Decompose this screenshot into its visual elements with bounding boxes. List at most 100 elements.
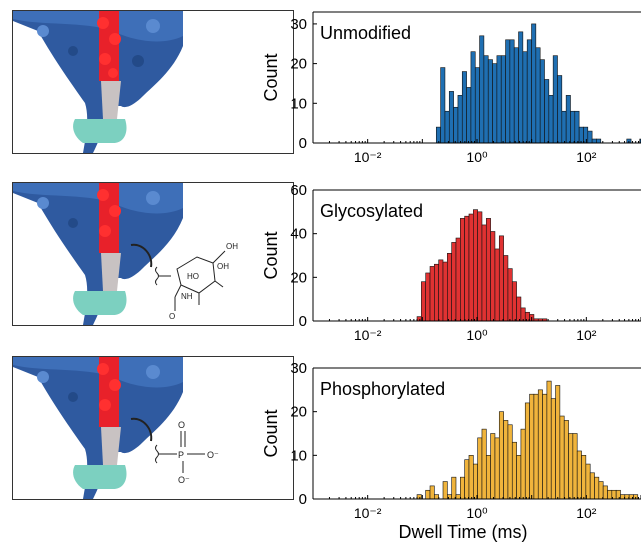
x-tick-label: 10⁻² [354, 327, 382, 343]
histogram-bar [429, 266, 435, 322]
x-tick-label: 10² [576, 149, 597, 165]
histogram-bar [513, 47, 519, 144]
histogram-bar [485, 218, 491, 322]
glycan-label-o: O [169, 312, 175, 321]
histogram-bar [479, 35, 485, 144]
histogram-bar [561, 110, 567, 144]
histogram-bar [490, 231, 496, 322]
histogram-bar [416, 494, 422, 500]
histogram-bar [429, 485, 435, 500]
histogram-bar [416, 316, 422, 322]
histogram-bar [490, 433, 496, 500]
histogram-bar [464, 459, 470, 500]
histogram-bar [524, 402, 530, 500]
y-tick-label: 0 [299, 491, 307, 508]
histogram-bar [576, 450, 582, 500]
phosphate-structure [155, 431, 205, 473]
histogram-bar [533, 393, 539, 500]
protein-surface-render: O P O⁻ O⁻ [13, 357, 293, 499]
y-tick-label: 0 [299, 135, 307, 152]
histogram-bar [434, 263, 439, 322]
histogram-bar [583, 126, 589, 144]
phosphate-label-o-minus: O⁻ [178, 475, 190, 485]
histogram-bar [483, 55, 489, 144]
histogram-bar [639, 138, 641, 144]
histogram-bar [451, 476, 457, 500]
histogram-bar [464, 215, 470, 322]
histogram-bar [438, 259, 444, 322]
histogram-bar [589, 472, 595, 500]
histogram-bar [594, 476, 600, 500]
histogram-bar [587, 130, 593, 144]
histogram-bar [473, 463, 478, 500]
histogram-bar [568, 433, 574, 500]
histogram-bar [498, 235, 504, 322]
x-tick-label: 10⁻² [354, 149, 382, 165]
glycan-label-oh: OH [217, 262, 229, 271]
x-tick-label: 10⁰ [466, 327, 488, 343]
protein-surface-render [13, 11, 293, 153]
histogram-bar [570, 110, 576, 144]
histogram-bar [468, 455, 474, 500]
histogram-bar [509, 39, 515, 144]
histogram-bar [529, 393, 535, 500]
histogram-bar [563, 420, 569, 500]
histogram-bar [559, 415, 565, 500]
histogram-bar [520, 428, 526, 500]
histogram-bar [557, 75, 563, 144]
x-tick-label: 10⁻² [354, 505, 382, 521]
histogram-bar [425, 489, 431, 500]
histogram-bar [503, 255, 509, 322]
histogram-bar [552, 55, 558, 144]
y-tick-label: 30 [290, 360, 307, 377]
histogram-bar [507, 268, 513, 322]
phosphate-label-p: P [178, 450, 184, 460]
histogram-bar [440, 67, 446, 144]
y-axis-label: Count [261, 409, 281, 457]
y-tick-label: 10 [290, 95, 307, 112]
histogram-bar [548, 95, 554, 144]
histogram-bar [522, 51, 528, 144]
histogram-bar [477, 211, 483, 322]
histogram-1: 0 10 20 30 10⁻² 10⁰ 10² Count Unmodified [261, 11, 641, 165]
histogram-bar [596, 138, 602, 144]
histogram-bar [442, 261, 448, 322]
protein-structure-image-unmodified [12, 10, 294, 154]
histogram-bar [447, 253, 452, 322]
y-axis-label: Count [261, 53, 281, 101]
histogram-bar [494, 437, 500, 500]
glycan-label-ho: HO [187, 272, 199, 281]
protein-surface-render: OH OH HO NH O [13, 183, 293, 325]
histogram-bar [425, 272, 431, 322]
histogram-bar [537, 389, 543, 500]
glycan-structure [155, 250, 226, 311]
phosphate-label-o-minus: O⁻ [207, 450, 219, 460]
y-tick-label: 30 [290, 16, 307, 33]
histogram-bar [451, 242, 457, 322]
x-tick-label: 10⁰ [466, 149, 488, 165]
histogram-bar [453, 106, 459, 144]
histogram-bar [461, 71, 467, 144]
chart-title: Glycosylated [320, 201, 423, 221]
histogram-bar [466, 87, 472, 144]
histogram-bar [607, 489, 613, 500]
histogram-bar [492, 63, 498, 144]
y-tick-label: 60 [290, 182, 307, 199]
histogram-bar [544, 79, 550, 144]
histogram-bar [477, 437, 483, 500]
histogram-bar [455, 237, 461, 322]
histogram-bar [474, 67, 480, 144]
histogram-bar [516, 455, 522, 500]
histogram-bar [516, 296, 522, 322]
histogram-bar [435, 126, 441, 144]
y-tick-label: 0 [299, 313, 307, 330]
histogram-bar [442, 481, 448, 500]
histogram-bar [511, 281, 517, 322]
histogram-bar [485, 455, 491, 500]
histogram-2: 0 20 40 60 10⁻² 10⁰ 10² Count Glycosylated [261, 182, 641, 343]
histogram-bar [531, 23, 537, 144]
y-tick-label: 20 [290, 404, 307, 421]
histogram-bar [481, 224, 487, 322]
